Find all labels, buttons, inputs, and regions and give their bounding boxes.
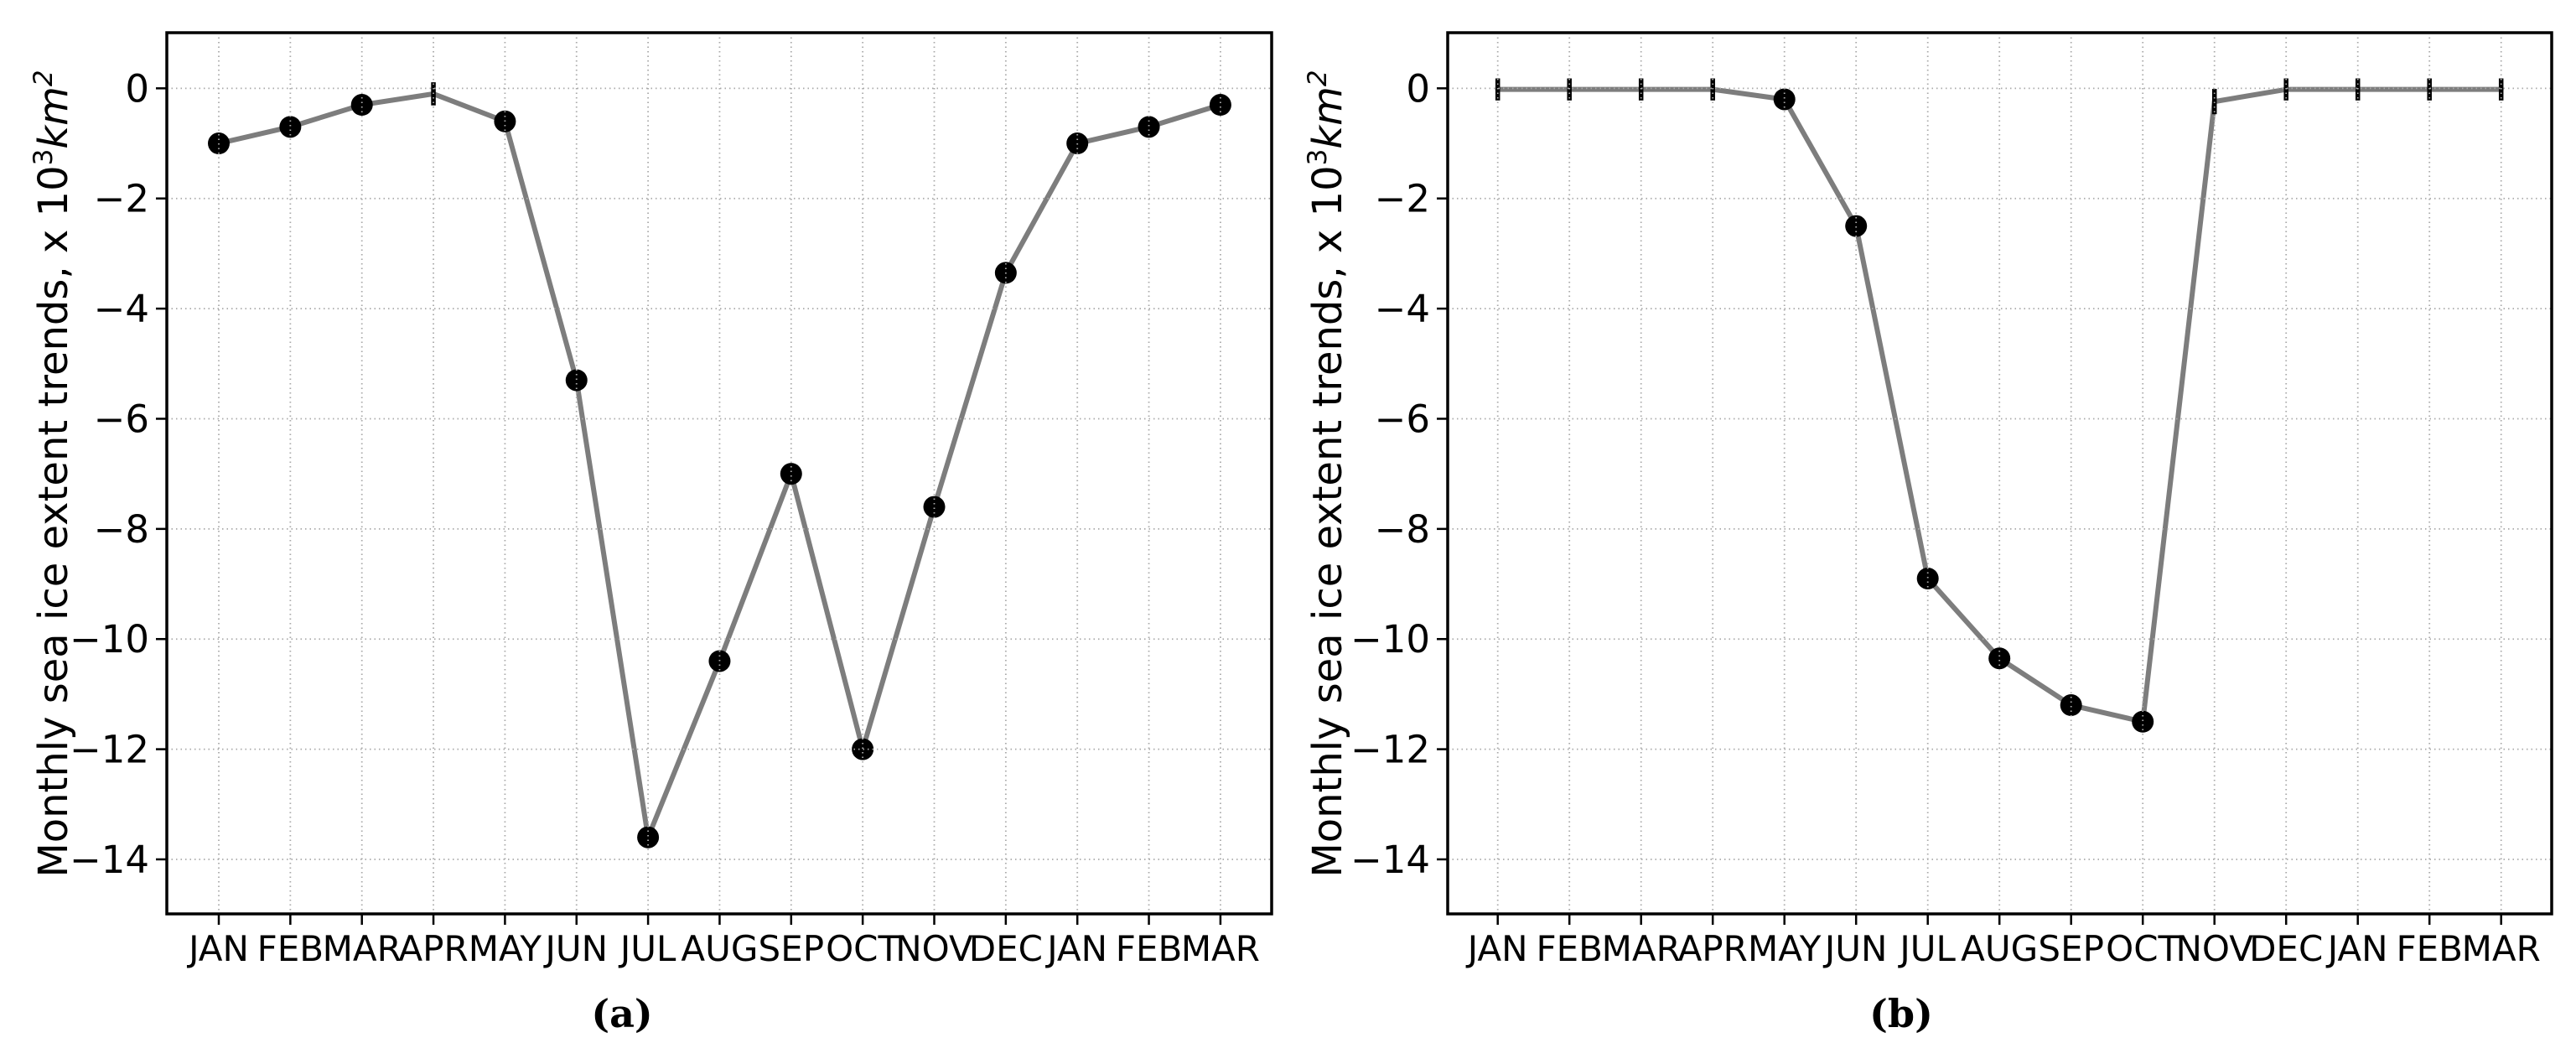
data-point [1209,94,1231,117]
x-tick-label: JUN [542,928,608,969]
x-tick-label: JUL [1897,928,1956,969]
x-tick-label: JUN [1822,928,1888,969]
x-tick-label: JAN [2325,928,2388,969]
x-tick-label: SEP [759,928,825,969]
data-point [780,463,802,485]
data-point [2132,710,2154,733]
x-tick-label: FEB [2396,928,2463,969]
y-tick-label: −2 [94,177,149,221]
x-tick-label: OCT [2106,928,2179,969]
series-line [1495,86,2504,724]
y-axis-label-b-text: Monthly sea ice extent trends, x 10 [1304,165,1351,878]
y-axis-label-a-unit: km [30,86,77,149]
data-point [1916,567,1939,589]
x-tick-label: MAY [469,928,542,969]
data-point [637,826,660,848]
y-axis-label-a: Monthly sea ice extent trends, x 103km2 [29,70,77,877]
x-tick-label: APR [1678,928,1748,969]
panel-a [156,31,1273,925]
y-axis-label-a-text: Monthly sea ice extent trends, x 10 [30,165,77,878]
y-tick-label: −12 [1350,728,1430,772]
x-tick-label: DEC [969,928,1043,969]
data-point [852,738,874,760]
x-tick-label: JAN [1465,928,1528,969]
y-tick-label: −8 [1375,507,1430,552]
x-tick-label: MAR [2462,928,2541,969]
x-tick-label: FEB [257,928,324,969]
x-tick-label: APR [398,928,468,969]
data-point [565,369,588,392]
data-point [279,116,302,138]
x-tick-label: MAR [323,928,402,969]
y-tick-label: −10 [1350,617,1430,662]
x-tick-label: MAR [1181,928,1260,969]
y-axis-label-b: Monthly sea ice extent trends, x 103km2 [1303,70,1351,877]
x-tick-label: SEP [2038,928,2104,969]
data-point [2060,694,2082,717]
data-point [1138,116,1160,138]
axes-spines [1446,31,2553,916]
data-point [1988,647,2011,670]
y-tick-label: −8 [94,507,149,552]
data-point [1845,215,1868,237]
x-tick-label: FEB [1536,928,1603,969]
data-point [1773,88,1796,111]
x-tick-label: AUG [1961,928,2038,969]
x-tick-label: OCT [826,928,899,969]
y-tick-label: −10 [70,617,149,662]
data-point [923,496,946,518]
y-tick-label: 0 [125,66,149,111]
x-tick-label: MAR [1602,928,1681,969]
x-tick-label: DEC [2249,928,2323,969]
axes-spines [165,31,1273,916]
y-tick-label: −12 [70,728,149,772]
y-axis-label-a-exponent: 3 [29,148,59,166]
panel-a-caption: (a) [591,991,653,1036]
y-axis-label-b-unit-exponent: 2 [1303,70,1333,87]
y-tick-label: 0 [1406,66,1430,111]
y-tick-label: −2 [1375,177,1430,221]
x-tick-label: FEB [1116,928,1183,969]
y-tick-label: −14 [1350,838,1430,882]
x-tick-label: NOV [2175,928,2253,969]
x-tick-label: JAN [1044,928,1107,969]
y-axis-label-a-unit-exponent: 2 [29,70,59,87]
x-tick-label: AUG [681,928,758,969]
series-line [216,91,1223,840]
y-tick-label: −6 [94,397,149,441]
y-tick-label: −14 [70,838,149,882]
y-axis-label-b-unit: km [1304,86,1351,149]
data-point [350,94,373,117]
y-tick-label: −4 [1375,287,1430,331]
x-tick-label: MAY [1748,928,1822,969]
y-tick-label: −6 [1375,397,1430,441]
x-tick-label: NOV [895,928,973,969]
x-tick-label: JAN [186,928,249,969]
y-tick-label: −4 [94,287,149,331]
panel-b-caption: (b) [1869,991,1933,1036]
x-tick-label: JUL [618,928,676,969]
y-axis-label-b-exponent: 3 [1303,148,1333,166]
panel-b [1437,31,2553,925]
